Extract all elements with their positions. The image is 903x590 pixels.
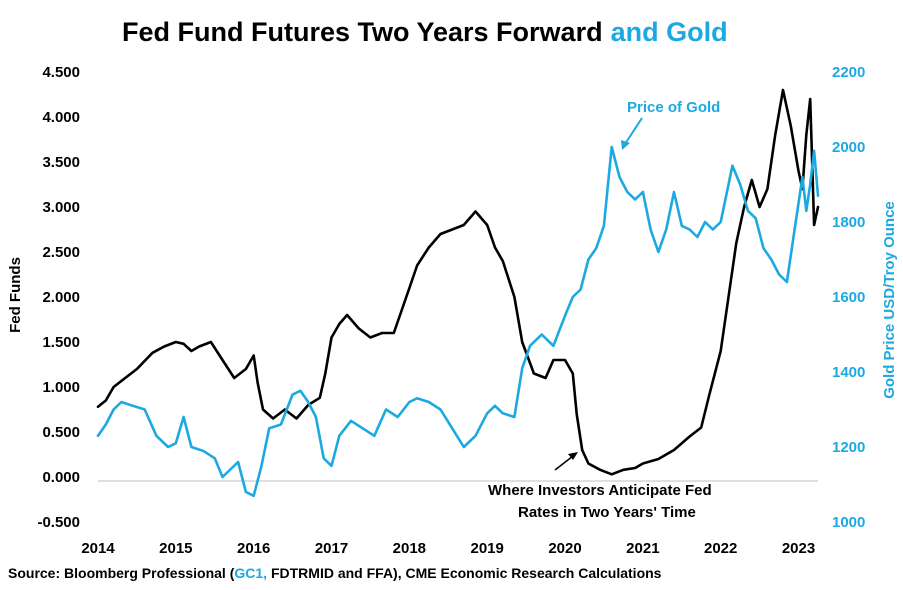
left-axis-title: Fed Funds: [7, 257, 24, 333]
left-tick-label: 1.500: [42, 334, 80, 351]
x-tick-label: 2020: [548, 540, 581, 557]
x-axis: 2014 2015 2016 2017 2018 2019 2020 2021 2022 2023: [81, 540, 815, 557]
source-note: Source: Bloomberg Professional (GC1, FDT…: [8, 565, 662, 581]
right-tick-label: 1000: [832, 514, 865, 531]
right-tick-label: 1800: [832, 214, 865, 231]
left-axis: -0.500 0.000 0.500 1.000 1.500 2.000 2.500 3.00…: [37, 64, 80, 531]
chart-title-highlight: and Gold: [611, 17, 728, 47]
left-tick-label: 0.000: [42, 469, 80, 486]
left-tick-label: 4.500: [42, 64, 80, 81]
x-tick-label: 2019: [471, 540, 504, 557]
right-tick-label: 1400: [832, 364, 865, 381]
chart-title-main: Fed Fund Futures Two Years Forward: [122, 17, 603, 47]
series-layer: [96, 88, 820, 498]
right-tick-label: 2000: [832, 139, 865, 156]
left-tick-label: 2.500: [42, 244, 80, 261]
x-tick-label: 2022: [704, 540, 737, 557]
fed-annotation: Where Investors Anticipate Fed Rates in …: [488, 452, 712, 521]
right-tick-label: 1200: [832, 439, 865, 456]
x-tick-label: 2021: [626, 540, 659, 557]
fed-annotation-line2: Rates in Two Years' Time: [518, 504, 696, 521]
x-tick-label: 2018: [393, 540, 426, 557]
left-tick-label: -0.500: [37, 514, 80, 531]
fed-annotation-line1: Where Investors Anticipate Fed: [488, 482, 712, 499]
left-tick-label: 3.000: [42, 199, 80, 216]
gold-annotation-arrowhead: [621, 140, 630, 150]
fed-annotation-arrow: [554, 455, 574, 471]
left-tick-label: 1.000: [42, 379, 80, 396]
left-tick-label: 4.000: [42, 109, 80, 126]
x-tick-label: 2016: [237, 540, 270, 557]
source-prefix: Source: Bloomberg Professional (: [8, 565, 235, 581]
gold-annotation-label: Price of Gold: [627, 99, 720, 116]
left-tick-label: 0.500: [42, 424, 80, 441]
chart-title: Fed Fund Futures Two Years Forward and G…: [122, 17, 728, 47]
x-tick-label: 2023: [782, 540, 815, 557]
gold-annotation: Price of Gold: [621, 99, 720, 150]
right-tick-label: 1600: [832, 289, 865, 306]
x-tick-label: 2017: [315, 540, 348, 557]
left-tick-label: 3.500: [42, 154, 80, 171]
source-suffix: FDTRMID and FFA), CME Economic Research …: [267, 565, 662, 581]
gold-price-line: [96, 145, 820, 498]
left-tick-label: 2.000: [42, 289, 80, 306]
x-tick-label: 2015: [159, 540, 192, 557]
x-tick-label: 2014: [81, 540, 115, 557]
gold-annotation-arrow: [624, 117, 643, 145]
source-highlight: GC1,: [234, 565, 267, 581]
fed-funds-line: [96, 88, 820, 476]
right-tick-label: 2200: [832, 64, 865, 81]
fed-annotation-arrowhead: [568, 452, 578, 460]
right-axis: 1000 1200 1400 1600 1800 2000 2200: [832, 64, 865, 531]
right-axis-title: Gold Price USD/Troy Ounce: [881, 201, 898, 399]
